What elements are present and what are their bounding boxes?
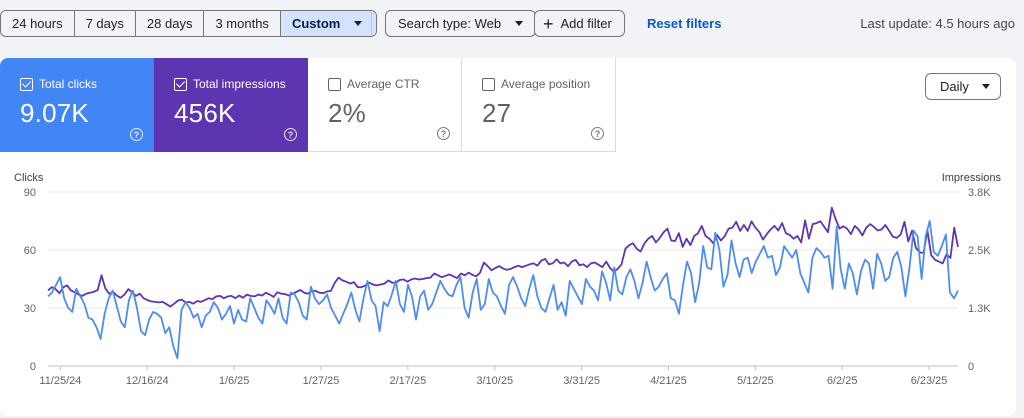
y-axis-title: Clicks [14, 172, 44, 184]
metric-label: Average position [501, 77, 591, 91]
y2-axis-title: Impressions [942, 172, 1002, 184]
checkbox-unchecked-icon [482, 77, 495, 91]
metric-average-position[interactable]: Average position 27 ? [462, 58, 616, 152]
y-tick-label: 90 [24, 187, 36, 199]
y-tick-label: 30 [24, 303, 36, 315]
chart-y-axis: 0 0 30 1.3K 60 2.5K 90 3.8K [24, 187, 992, 373]
search-type-dropdown[interactable]: Search type: Web [385, 10, 537, 37]
help-icon[interactable]: ? [591, 127, 604, 140]
x-tick-label: 3/10/25 [476, 375, 513, 387]
checkbox-unchecked-icon [328, 77, 341, 91]
metric-total-clicks[interactable]: Total clicks 9.07K ? [0, 58, 154, 152]
x-tick-label: 4/21/25 [650, 375, 687, 387]
reset-filters-link[interactable]: Reset filters [647, 16, 722, 31]
add-filter-label: Add filter [560, 16, 612, 31]
date-range-selector: 24 hours 7 days 28 days 3 months Custom [0, 10, 378, 37]
checkbox-checked-icon [174, 77, 187, 91]
metric-label: Average CTR [347, 77, 420, 91]
metric-label-row: Average CTR [328, 77, 441, 91]
metric-label-row: Total impressions [174, 77, 288, 91]
range-24-hours[interactable]: 24 hours [1, 11, 75, 36]
chart-grid [48, 191, 958, 367]
metric-label-row: Total clicks [20, 77, 134, 91]
x-tick-label: 1/6/25 [219, 375, 250, 387]
chevron-down-icon [981, 84, 990, 89]
chart-x-axis: 11/25/24 12/16/24 1/6/25 1/27/25 2/17/25 3/10… [39, 366, 947, 387]
help-icon[interactable]: ? [437, 127, 450, 140]
metric-label-row: Average position [482, 77, 595, 91]
checkbox-checked-icon [20, 77, 33, 91]
last-update-text: Last update: 4.5 hours ago [860, 16, 1015, 31]
metric-label: Total impressions [193, 77, 286, 91]
y2-tick-label: 0 [968, 361, 974, 373]
x-tick-label: 12/16/24 [126, 375, 169, 387]
chevron-down-icon [515, 21, 524, 26]
y-tick-label: 0 [30, 361, 36, 373]
toolbar-divider [371, 12, 372, 36]
y2-tick-label: 3.8K [968, 187, 991, 199]
chevron-down-icon [354, 21, 363, 26]
metric-total-impressions[interactable]: Total impressions 456K ? [154, 58, 308, 152]
performance-card: Total clicks 9.07K ? Total impressions 4… [0, 58, 1016, 416]
impressions-series-line [47, 206, 959, 308]
granularity-dropdown[interactable]: Daily [925, 73, 1001, 100]
search-type-label: Search type: Web [398, 16, 502, 31]
x-tick-label: 6/23/25 [911, 375, 948, 387]
x-tick-label: 3/31/25 [563, 375, 600, 387]
range-28-days[interactable]: 28 days [135, 11, 205, 36]
metric-value: 2% [328, 98, 366, 128]
range-custom[interactable]: Custom [280, 11, 377, 36]
y2-tick-label: 1.3K [968, 303, 991, 315]
x-tick-label: 5/12/25 [737, 375, 774, 387]
x-tick-label: 6/2/25 [827, 375, 858, 387]
help-icon[interactable]: ? [284, 128, 297, 141]
granularity-label: Daily [940, 79, 969, 94]
help-icon[interactable]: ? [130, 128, 143, 141]
metric-value: 27 [482, 98, 512, 128]
metric-value: 9.07K [20, 98, 89, 128]
range-3-months[interactable]: 3 months [204, 11, 281, 36]
toolbar: 24 hours 7 days 28 days 3 months Custom … [0, 0, 1024, 46]
performance-chart: 0 0 30 1.3K 60 2.5K 90 3.8K 11/25/24 12/16/24 1/6… [14, 172, 1002, 387]
add-filter-button[interactable]: + Add filter [534, 10, 625, 37]
clicks-series-line [47, 220, 959, 360]
x-tick-label: 2/17/25 [390, 375, 427, 387]
x-tick-label: 11/25/24 [39, 375, 81, 387]
range-7-days[interactable]: 7 days [74, 11, 136, 36]
y2-tick-label: 2.5K [968, 245, 991, 257]
metric-value: 456K [174, 98, 236, 128]
range-custom-label: Custom [291, 16, 341, 31]
metric-average-ctr[interactable]: Average CTR 2% ? [308, 58, 462, 152]
plus-icon: + [543, 13, 554, 34]
y-tick-label: 60 [24, 245, 36, 257]
x-tick-label: 1/27/25 [303, 375, 340, 387]
metric-label: Total clicks [39, 77, 98, 91]
chart-series [47, 206, 959, 360]
